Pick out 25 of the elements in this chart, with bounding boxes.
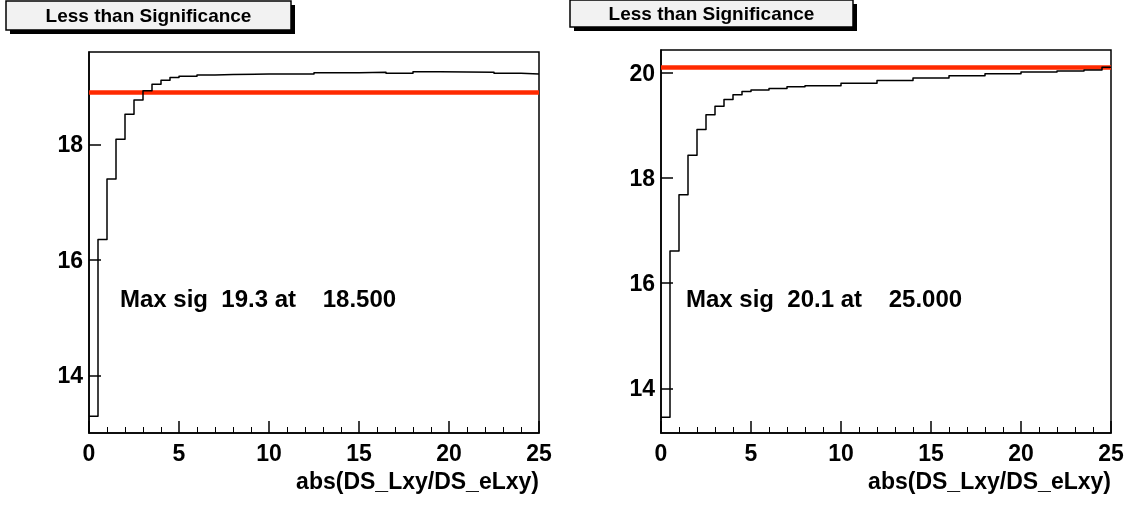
y-tick-label: 14: [57, 362, 84, 389]
x-tick-label: 0: [82, 439, 96, 466]
x-tick-label: 25: [526, 439, 552, 466]
annotation: Max sig 20.1 at 25.000: [686, 284, 963, 312]
x-tick-label: 15: [918, 439, 944, 466]
x-tick-label: 10: [828, 439, 854, 466]
x-tick-label: 5: [172, 439, 186, 466]
chart-title: Less than Significance: [608, 3, 815, 24]
x-tick-label: 20: [1008, 439, 1034, 466]
annotation: Max sig 19.3 at 18.500: [120, 284, 397, 312]
x-tick-label: 10: [256, 439, 282, 466]
y-tick-label: 16: [57, 246, 83, 273]
x-axis-title: abs(DS_Lxy/DS_eLxy): [296, 467, 539, 494]
y-tick-label: 18: [57, 131, 84, 158]
y-tick-label: 20: [629, 59, 655, 86]
x-tick-label: 0: [654, 439, 668, 466]
y-tick-label: 16: [629, 270, 655, 297]
chart-title: Less than Significance: [45, 5, 252, 26]
y-tick-label: 14: [629, 375, 656, 402]
x-tick-label: 15: [346, 439, 372, 466]
x-axis-title: abs(DS_Lxy/DS_eLxy): [868, 467, 1111, 494]
x-tick-label: 25: [1098, 439, 1124, 466]
x-tick-label: 5: [744, 439, 758, 466]
y-tick-label: 18: [629, 164, 656, 191]
x-tick-label: 20: [436, 439, 462, 466]
